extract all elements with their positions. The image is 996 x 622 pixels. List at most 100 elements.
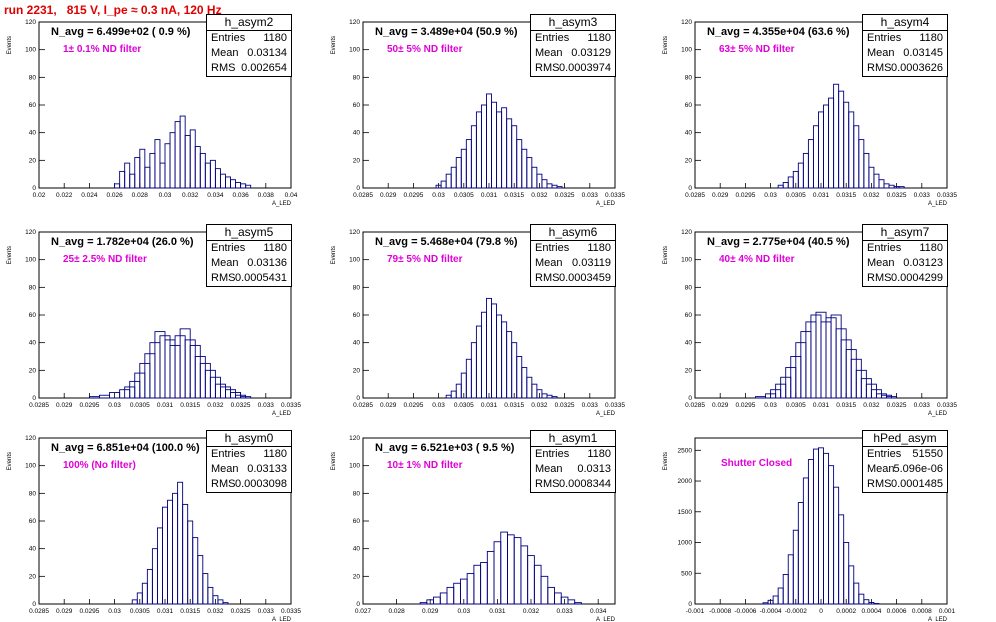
stats-row-mean: Mean 0.03145	[863, 46, 947, 61]
y-tick-label: 60	[29, 518, 37, 525]
x-tick-label: 0.033	[914, 192, 931, 199]
histogram-bin	[486, 297, 492, 399]
x-tick-label: 0.04	[285, 192, 298, 199]
x-tick-label: 0.031	[813, 402, 830, 409]
histogram-bin	[540, 575, 549, 605]
y-tick-label: 120	[25, 229, 36, 236]
histogram-bin	[202, 573, 209, 605]
x-tick-label: 0.0295	[79, 402, 99, 409]
y-axis-label: Events	[331, 36, 337, 54]
y-tick-label: 40	[29, 130, 37, 137]
stat-rms-value: 0.0004299	[891, 272, 943, 284]
x-axis-label: A_LED	[272, 617, 292, 622]
y-tick-label: 120	[25, 19, 36, 26]
n-avg-label: N_avg = 6.521e+03 ( 9.5 %)	[375, 442, 515, 454]
y-tick-label: 120	[349, 19, 360, 26]
histogram-bin	[465, 139, 472, 189]
x-tick-label: 0.03	[764, 402, 777, 409]
histogram-bin	[154, 139, 161, 189]
x-tick-label: -0.001	[686, 608, 705, 615]
histogram-bin	[197, 555, 204, 605]
histogram-bin	[886, 396, 898, 399]
y-tick-label: 20	[29, 157, 37, 164]
y-tick-label: 20	[29, 573, 37, 580]
histogram-bin	[848, 565, 855, 605]
y-tick-label: 40	[685, 340, 693, 347]
stat-rms-value: 0.0005431	[235, 272, 287, 284]
histogram-bin	[520, 545, 529, 605]
histogram-bin	[450, 166, 457, 189]
x-tick-label: 0.0315	[180, 608, 200, 615]
x-tick-label: 0.0285	[685, 402, 705, 409]
x-tick-label: 0.03	[159, 192, 172, 199]
stat-entries-value: 1180	[587, 32, 611, 44]
stat-key: Mean	[867, 47, 895, 59]
stat-key: Entries	[535, 448, 570, 460]
histogram-bin	[439, 592, 448, 605]
histogram-bin	[169, 132, 176, 189]
x-tick-label: 0.029	[422, 608, 439, 615]
stat-key: Entries	[211, 32, 246, 44]
stats-row-rms: RMS 0.0008344	[531, 477, 615, 492]
histogram-bin	[245, 184, 252, 189]
y-tick-label: 0	[688, 395, 692, 402]
x-tick-label: 0.029	[712, 402, 729, 409]
x-axis-label: A_LED	[596, 411, 616, 417]
histogram-plot: 0 20 40 60 80 100 120 0.0285 0.029 0.0295 0.03 0.03…	[663, 229, 957, 417]
x-tick-label: 0.033	[556, 608, 573, 615]
n-avg-label: N_avg = 6.851e+04 (100.0 %)	[51, 442, 200, 454]
stats-box: h_asym4 Entries 1180 Mean 0.03145 RMS 0.000362…	[862, 14, 948, 77]
histogram-bin	[823, 452, 830, 605]
y-tick-label: 100	[349, 47, 360, 54]
stat-mean-value: 0.03134	[247, 47, 287, 59]
x-tick-label: 0.033	[258, 402, 275, 409]
page-title: run 2231, 815 V, I_pe ≈ 0.3 nA, 120 Hz	[4, 3, 222, 17]
x-tick-label: 0.0325	[555, 192, 575, 199]
histogram-bin	[119, 170, 126, 189]
stats-row-entries: Entries 1180	[207, 241, 291, 256]
histogram-plot: 0 20 40 60 80 100 120 0.0285 0.029 0.0295 0.03 0.03…	[331, 229, 625, 417]
histogram-bin	[828, 97, 835, 189]
histogram-name: h_asym3	[531, 15, 615, 31]
x-tick-label: 0.0315	[504, 192, 524, 199]
n-avg-label: N_avg = 6.499e+02 ( 0.9 %)	[51, 26, 191, 38]
histogram-bin	[772, 595, 779, 605]
stats-row-entries: Entries 51550	[863, 447, 947, 462]
y-tick-label: 1500	[678, 509, 693, 516]
y-tick-label: 60	[353, 518, 361, 525]
y-tick-label: 20	[353, 573, 361, 580]
x-tick-label: 0.0002	[836, 608, 856, 615]
y-tick-label: 60	[29, 312, 37, 319]
x-tick-label: 0.0295	[403, 192, 423, 199]
histogram-bin	[858, 139, 865, 189]
y-tick-label: 80	[29, 490, 37, 497]
x-tick-label: 0.0315	[836, 402, 856, 409]
x-tick-label: 0.031	[481, 192, 498, 199]
histogram-bin	[838, 514, 845, 605]
histogram-bin	[823, 104, 830, 189]
histogram-bin	[172, 492, 179, 605]
histogram-bin	[162, 506, 168, 605]
x-tick-label: 0.031	[157, 608, 174, 615]
histogram-bin	[878, 179, 885, 189]
y-tick-label: 40	[29, 340, 37, 347]
histogram-bin	[177, 481, 184, 605]
histogram-bin	[480, 311, 487, 399]
histogram-bin	[209, 159, 216, 189]
y-tick-label: 0	[356, 601, 360, 608]
stat-key: Mean	[535, 257, 563, 269]
histogram-bin	[240, 183, 247, 189]
histogram-name: h_asym5	[207, 225, 291, 241]
stat-rms-value: 0.0001485	[891, 478, 943, 490]
y-tick-label: 80	[29, 74, 37, 81]
filter-label: Shutter Closed	[721, 458, 793, 469]
histogram-bin	[192, 537, 199, 605]
histogram-bin	[812, 125, 819, 189]
histogram-bin	[179, 115, 186, 189]
histogram-bin	[480, 562, 488, 605]
stats-row-entries: Entries 1180	[531, 241, 615, 256]
histogram-bin	[473, 564, 482, 605]
x-tick-label: 0.0305	[130, 402, 150, 409]
stat-rms-value: 0.0003459	[559, 272, 611, 284]
y-tick-label: 100	[25, 463, 36, 470]
